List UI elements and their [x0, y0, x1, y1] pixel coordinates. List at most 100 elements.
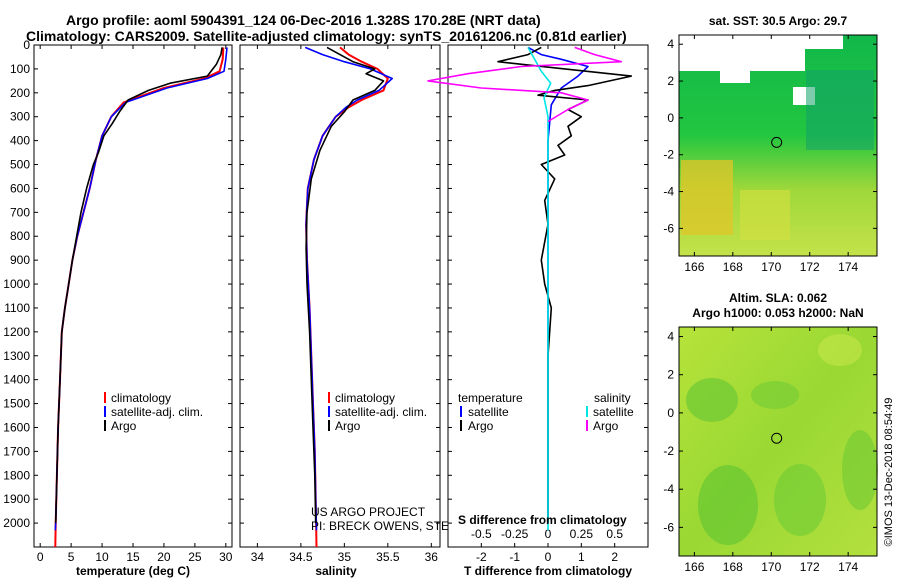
x2-tick-label: -0.5	[471, 527, 492, 541]
x-tick-label: 5	[68, 550, 75, 564]
legend-satellite-label: satellite-adj. clim.	[335, 405, 427, 419]
sst-map-frame	[678, 34, 878, 257]
map-x-tick-label: 174	[838, 560, 858, 574]
sst-map-axes: 166 168 170 172 174 4 2 0 -2 -4 -6	[663, 35, 877, 274]
sst-cloud-mask	[805, 35, 843, 49]
x-tick-label: 10	[95, 550, 109, 564]
map-y-tick-label: -6	[663, 221, 674, 235]
profile-title: Argo profile: aoml 5904391_124 06-Dec-20…	[66, 12, 541, 28]
series-line-salinity-satellite	[527, 47, 552, 531]
y-tick-label: 900	[10, 253, 30, 267]
y-tick-label: 600	[10, 181, 30, 195]
x2-tick-label: -0.25	[501, 527, 529, 541]
legend-satellite-label: satellite-adj. clim.	[111, 405, 203, 419]
y-tick-label: 0	[23, 38, 30, 52]
s-difference-label: S difference from climatology	[458, 513, 627, 527]
y-tick-label: 1500	[3, 397, 30, 411]
sst-map-panel: sat. SST: 30.5 Argo: 29.7 166 168 170 172 17…	[663, 14, 878, 274]
x-tick-label: 30	[219, 550, 233, 564]
y-tick-label: 2000	[3, 516, 30, 530]
salinity-panel: 34 34.5 35 35.5 36 climatology satellite-adj…	[239, 44, 591, 578]
map-y-tick-label: 4	[667, 37, 674, 51]
legend-temperature-title: temperature	[458, 391, 523, 405]
legend-argo-label: Argo	[111, 419, 137, 433]
map-y-tick-label: -4	[663, 482, 674, 496]
y-tick-label: 300	[10, 110, 30, 124]
sla-map-frame	[678, 326, 878, 557]
x-tick-label: 1	[578, 550, 585, 564]
difference-series	[427, 46, 633, 531]
legend-climatology-label: climatology	[335, 391, 395, 405]
map-y-tick-label: 4	[667, 330, 674, 344]
x2-tick-label: 0.5	[606, 527, 623, 541]
map-y-tick-label: 2	[667, 368, 674, 382]
y-tick-label: 1000	[3, 277, 30, 291]
map-x-tick-label: 166	[684, 560, 704, 574]
temperature-legend: climatology satellite-adj. clim. Argo	[104, 391, 203, 433]
temperature-xlabel: temperature (deg C)	[76, 564, 190, 578]
sla-field-patches	[686, 334, 878, 545]
y-tick-label: 1800	[3, 468, 30, 482]
series-line-argo	[305, 46, 385, 524]
y-tick-label: 500	[10, 158, 30, 172]
sst-cool-patch	[806, 70, 874, 150]
copyright-stamp: ©IMOS 13-Dec-2018 08:54:49	[883, 397, 895, 547]
map-y-tick-label: -2	[663, 148, 674, 162]
sla-map-subtitle: Argo h1000: 0.053 h2000: NaN	[692, 306, 863, 320]
sla-argo-location-marker	[771, 432, 783, 444]
map-y-tick-label: -4	[663, 185, 674, 199]
sst-warm-patch	[681, 160, 733, 235]
x-tick-label: -1	[509, 550, 520, 564]
x-tick-label: 25	[188, 550, 202, 564]
sst-warm-patch	[740, 190, 790, 240]
legend-temp-argo-label: Argo	[468, 419, 494, 433]
t-difference-label: T difference from climatology	[464, 564, 632, 578]
sst-map-title: sat. SST: 30.5 Argo: 29.7	[709, 14, 848, 28]
map-x-tick-label: 166	[684, 260, 704, 274]
map-x-tick-label: 172	[800, 560, 820, 574]
legend-sal-satellite-label: satellite	[593, 405, 634, 419]
climatology-title: Climatology: CARS2009. Satellite-adjuste…	[26, 28, 627, 44]
sla-high-patch	[818, 334, 862, 366]
sst-cloud-mask	[720, 71, 750, 83]
sla-low-patch	[698, 465, 758, 545]
map-x-tick-label: 174	[838, 260, 858, 274]
y-tick-label: 1400	[3, 373, 30, 387]
x-tick-label: 0	[545, 550, 552, 564]
x-tick-label: 35	[338, 550, 352, 564]
map-x-tick-label: 168	[723, 260, 743, 274]
y-tick-label: 800	[10, 229, 30, 243]
x-tick-label: 2	[611, 550, 618, 564]
x-tick-label: 15	[126, 550, 140, 564]
salinity-legend: climatology satellite-adj. clim. Argo	[328, 391, 427, 433]
map-x-tick-label: 170	[761, 560, 781, 574]
series-line-temperature-argo	[497, 46, 633, 524]
y-tick-label: 400	[10, 134, 30, 148]
salinity-axes: 34 34.5 35 35.5 36	[240, 44, 440, 564]
salinity-series	[304, 46, 394, 548]
x-tick-label: 0	[37, 550, 44, 564]
legend-salinity-title: salinity	[594, 391, 631, 405]
temperature-panel: 0100200300400500600700800900100011001200…	[3, 38, 233, 578]
series-line-salinity-argo	[427, 46, 623, 123]
sst-cloud-mask	[679, 35, 805, 71]
x-tick-label: 34.5	[289, 550, 313, 564]
y-tick-label: 100	[10, 62, 30, 76]
sla-low-patch	[686, 378, 738, 422]
legend-argo-label: Argo	[335, 419, 361, 433]
map-y-tick-label: -2	[663, 444, 674, 458]
map-x-tick-label: 168	[723, 560, 743, 574]
x-tick-label: 36	[425, 550, 439, 564]
difference-axes: -2 -1 0 1 2 -0.5 -0.25 0 0.25 0.5	[448, 44, 648, 564]
sla-low-patch	[774, 464, 826, 536]
sla-map-axes: 166 168 170 172 174 4 2 0 -2 -4 -6	[663, 327, 877, 574]
legend-sal-argo-label: Argo	[593, 419, 619, 433]
map-y-tick-label: 0	[667, 111, 674, 125]
map-y-tick-label: -6	[663, 520, 674, 534]
difference-panel: -2 -1 0 1 2 -0.5 -0.25 0 0.25 0.5 temperature sal…	[427, 44, 649, 578]
x-tick-label: 34	[251, 550, 265, 564]
x-tick-label: -2	[476, 550, 487, 564]
y-tick-label: 1900	[3, 492, 30, 506]
y-tick-label: 1600	[3, 420, 30, 434]
